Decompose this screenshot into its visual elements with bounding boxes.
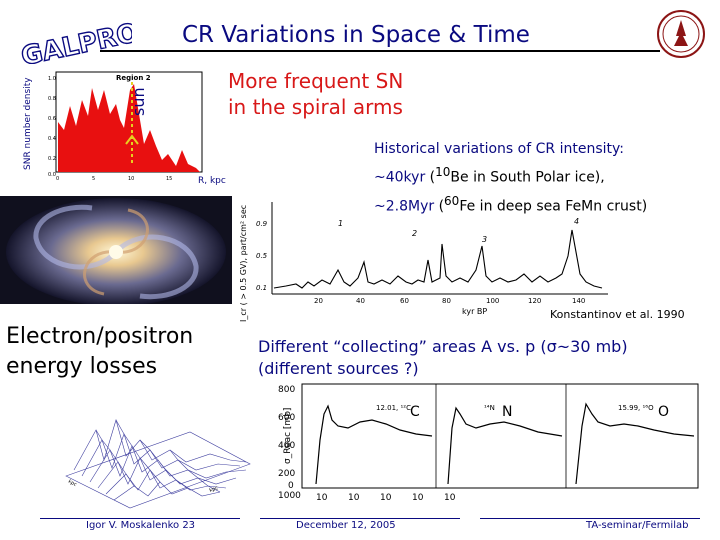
electron-losses-note: Electron/positron energy losses [6, 322, 193, 382]
snr-density-area [58, 84, 200, 172]
svg-text:kpc: kpc [67, 479, 78, 489]
snr-ytick: 0.0 [48, 172, 56, 178]
slide-title: CR Variations in Space & Time [182, 22, 530, 48]
diff-line-2: (different sources ?) [258, 359, 419, 378]
reaction-cross-section-plot: 800 600 400 200 0 1000 σ_Reac [mb] 12.01… [278, 383, 699, 503]
cr-peak-label: 3 [482, 235, 487, 244]
cr-peak-label: 4 [574, 217, 579, 226]
electron-line-1: Electron/positron [6, 324, 194, 349]
title-underline [100, 50, 660, 52]
university-seal-icon [657, 10, 705, 58]
xs-ylabel: σ_Reac [mb] [283, 408, 293, 464]
diff-line-1: Different “collecting” areas A vs. p (σ~… [258, 337, 628, 356]
sn-line-2: in the spiral arms [228, 95, 403, 119]
snr-ytick: 0.8 [48, 96, 56, 102]
cr-xlabel: kyr BP [462, 307, 487, 316]
xs-ytick: 200 [278, 469, 295, 479]
xs-ytick: 400 [278, 441, 295, 451]
snr-xtick: 5 [92, 176, 95, 182]
logo-text: GALPROP [19, 14, 132, 64]
snr-ytick: 1.0 [48, 76, 56, 82]
cr-xtick: 140 [572, 297, 585, 305]
cr-ylabel: I_cr ( > 0.5 GV), part/cm² sec [239, 205, 248, 322]
spiral-galaxy-image [0, 196, 232, 304]
xs-xtick: 10 [316, 493, 328, 503]
svg-text:kpc: kpc [209, 485, 220, 494]
xs-xtick: 10 [380, 493, 392, 503]
xs-panel-label: N [502, 404, 512, 420]
cr-peak-label: 2 [412, 229, 417, 238]
footer-author: Igor V. Moskalenko 23 [86, 520, 196, 531]
cr-xtick: 100 [486, 297, 499, 305]
xs-panel-tag: 12.01, ¹²C [376, 404, 411, 412]
cr-xtick: 60 [400, 297, 409, 305]
cr-ytick: 0.9 [256, 220, 268, 228]
sn-line-1: More frequent SN [228, 69, 404, 93]
xs-panel-label: O [658, 404, 669, 420]
cr-ytick: 0.5 [256, 252, 268, 260]
cr-xtick: 120 [528, 297, 541, 305]
electron-line-2: energy losses [6, 354, 158, 379]
snr-xlabel: R, kpc [198, 176, 226, 186]
cr-ytick: 0.1 [256, 284, 267, 292]
snr-density-plot: SNR number density Region 2 sun 1.0 0.8 … [23, 71, 226, 186]
xs-xtick: 10 [444, 493, 456, 503]
snr-xtick: 15 [166, 176, 172, 182]
snr-xtick: 0 [56, 176, 59, 182]
footer-venue: TA-seminar/Fermilab [586, 520, 689, 531]
cr-xtick: 80 [442, 297, 451, 305]
cr-xtick: 40 [356, 297, 365, 305]
xs-curve-oxygen [575, 402, 695, 485]
cr-xtick: 20 [314, 297, 323, 305]
footer-rule-left [40, 518, 240, 519]
collecting-areas-note: Different “collecting” areas A vs. p (σ~… [258, 336, 628, 380]
xs-panel-tag: ¹⁴N [484, 404, 495, 412]
snr-region-label: Region 2 [116, 74, 151, 82]
xs-panel-label: C [410, 404, 420, 420]
historical-variations-note: Historical variations of CR intensity: ~… [374, 138, 647, 218]
xs-xtick: 10 [412, 493, 424, 503]
citation-konstantinov: Konstantinov et al. 1990 [550, 308, 685, 321]
galprop-logo: GALPROP [18, 13, 132, 64]
snr-ylabel: SNR number density [23, 77, 33, 170]
spiral-arms-note: More frequent SN in the spiral arms [228, 68, 403, 120]
historical-line-2-8myr: ~2.8Myr (60Fe in deep sea FeMn crust) [374, 193, 648, 215]
xs-ytick: 0 [288, 481, 294, 491]
xs-ytick: 600 [278, 413, 295, 423]
xs-ytick: 1000 [278, 491, 301, 501]
cr-intensity-history-plot: I_cr ( > 0.5 GV), part/cm² sec 0.9 0.5 0… [239, 202, 608, 322]
snr-ytick: 0.2 [48, 156, 56, 162]
historical-line-40kyr: ~40kyr (10Be in South Polar ice), [374, 165, 605, 186]
sun-label: sun [129, 87, 148, 116]
snr-ytick: 0.6 [48, 116, 56, 122]
snr-xtick: 10 [128, 176, 134, 182]
cr-peak-label: 1 [338, 219, 343, 228]
xs-curve-carbon [315, 404, 433, 485]
energy-loss-mesh-plot: kpc kpc [65, 418, 251, 509]
xs-ytick: 800 [278, 385, 295, 395]
snr-ytick: 0.4 [48, 136, 56, 142]
cr-intensity-curve [273, 229, 603, 289]
xs-panel-tag: 15.99, ¹⁶O [618, 404, 654, 412]
footer-rule-center [260, 518, 460, 519]
footer-rule-right [480, 518, 700, 519]
xs-curve-nitrogen [447, 406, 563, 485]
xs-xtick: 10 [348, 493, 360, 503]
footer-date: December 12, 2005 [296, 520, 396, 531]
historical-heading: Historical variations of CR intensity: [374, 141, 624, 157]
